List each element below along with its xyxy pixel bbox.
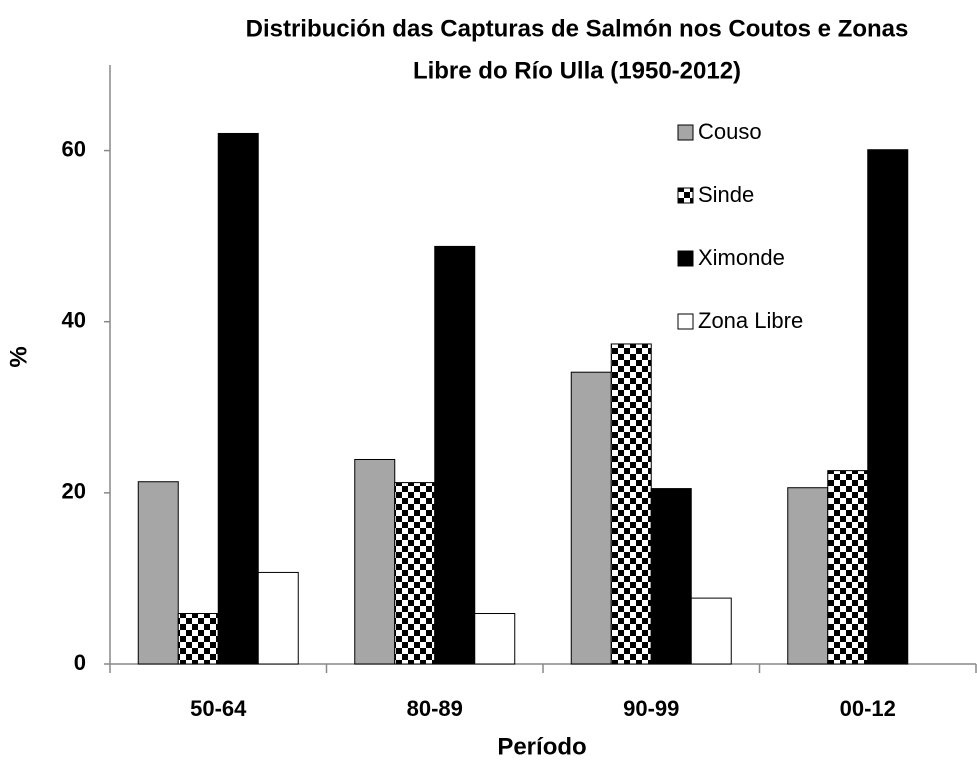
bar bbox=[257, 571, 299, 665]
legend-label: Sinde bbox=[698, 182, 754, 207]
bar bbox=[217, 132, 259, 665]
legend-swatch bbox=[677, 250, 694, 267]
y-axis-label: % bbox=[5, 346, 32, 367]
bar bbox=[137, 481, 179, 665]
x-tick-label: 80-89 bbox=[407, 696, 463, 721]
y-tick-label: 20 bbox=[62, 479, 86, 504]
x-tick-label: 50-64 bbox=[190, 696, 247, 721]
y-tick-label: 60 bbox=[62, 136, 86, 161]
bar bbox=[354, 458, 396, 665]
x-tick-label: 90-99 bbox=[623, 696, 679, 721]
bar bbox=[434, 245, 476, 665]
bar bbox=[787, 487, 829, 665]
bar bbox=[610, 343, 652, 665]
x-tick-label: 00-12 bbox=[840, 696, 896, 721]
bar bbox=[177, 613, 219, 665]
x-axis-label: Período bbox=[497, 733, 586, 760]
bar bbox=[570, 371, 612, 665]
legend-label: Ximonde bbox=[698, 245, 785, 270]
bar bbox=[650, 488, 692, 665]
legend-label: Zona Libre bbox=[698, 308, 803, 333]
bar bbox=[474, 613, 516, 665]
bar bbox=[394, 482, 436, 665]
chart-title: Libre do Río Ulla (1950-2012) bbox=[413, 57, 741, 84]
y-tick-label: 0 bbox=[74, 650, 86, 675]
legend-label: Couso bbox=[698, 119, 762, 144]
y-tick-label: 40 bbox=[62, 308, 86, 333]
bar bbox=[690, 597, 732, 665]
legend-swatch bbox=[677, 187, 694, 204]
legend-swatch bbox=[677, 124, 694, 141]
bar bbox=[867, 149, 909, 665]
legend-swatch bbox=[677, 313, 694, 330]
chart-title: Distribución das Capturas de Salmón nos … bbox=[246, 15, 909, 42]
bar bbox=[827, 470, 869, 665]
